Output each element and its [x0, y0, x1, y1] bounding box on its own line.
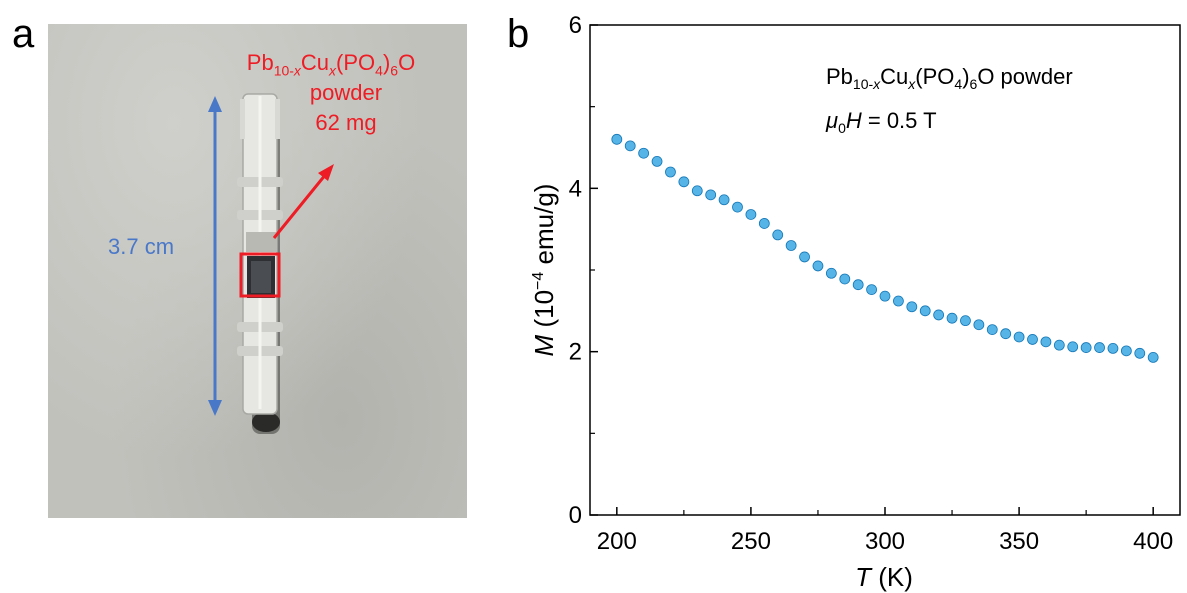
- x-tick-label: 200: [597, 528, 637, 555]
- panel-b-label: b: [507, 12, 530, 56]
- data-point: [638, 147, 650, 159]
- x-tick-label: 400: [1133, 528, 1173, 555]
- sample-photo: Pb10-xCux(PO4)6O powder 62 mg 3.7 cm: [48, 24, 467, 518]
- data-point: [1000, 328, 1012, 340]
- y-tick-label: 6: [569, 12, 582, 39]
- y-tick-label: 2: [569, 339, 582, 366]
- data-point: [1027, 334, 1038, 345]
- data-point: [812, 260, 824, 272]
- data-point: [1080, 342, 1092, 353]
- data-point: [1094, 342, 1105, 353]
- data-point: [732, 201, 743, 213]
- data-point: [1053, 339, 1065, 351]
- y-axis-ticks: 0 2 4 6: [569, 12, 598, 529]
- data-point: [678, 176, 690, 188]
- data-point: [651, 155, 663, 167]
- data-point: [799, 251, 810, 263]
- data-point: [718, 194, 730, 206]
- data-point: [1013, 331, 1025, 343]
- data-point: [705, 189, 717, 201]
- plot-border: [589, 24, 1181, 516]
- data-series: [611, 133, 1159, 363]
- data-point: [893, 295, 904, 307]
- data-point: [1147, 351, 1159, 363]
- x-tick-label: 350: [999, 528, 1039, 555]
- data-point: [758, 218, 770, 229]
- data-point: [960, 315, 971, 327]
- data-point: [879, 290, 891, 302]
- data-point: [839, 273, 851, 285]
- data-point: [1134, 347, 1146, 359]
- data-point: [946, 312, 958, 324]
- plot-frame: [589, 24, 1181, 516]
- data-point: [1040, 336, 1052, 348]
- data-point: [825, 267, 837, 279]
- data-point: [919, 305, 931, 317]
- data-point: [665, 166, 676, 178]
- data-point: [866, 284, 877, 296]
- x-axis-title: T (K): [855, 562, 913, 592]
- chart-annotation-field: μ0H = 0.5 T: [825, 108, 937, 136]
- x-tick-label: 250: [731, 528, 771, 555]
- data-point: [772, 229, 784, 241]
- sample-annotation: Pb10-xCux(PO4)6O powder 62 mg: [226, 48, 466, 138]
- sample-formula: Pb10-xCux(PO4)6O: [246, 50, 416, 79]
- x-axis-ticks: 200 250 300 350 400: [597, 507, 1173, 555]
- data-point: [745, 209, 757, 220]
- data-point: [1107, 342, 1119, 354]
- data-point: [933, 309, 945, 321]
- y-tick-label: 4: [569, 175, 582, 202]
- chart-annotation-formula: Pb10-xCux(PO4)6O powder: [826, 64, 1073, 92]
- data-point: [906, 301, 918, 313]
- data-point: [1067, 341, 1079, 353]
- data-point: [852, 279, 864, 291]
- data-point: [624, 140, 636, 152]
- sample-form: powder: [309, 80, 383, 105]
- data-point: [611, 133, 623, 145]
- x-tick-label: 300: [865, 528, 905, 555]
- data-point: [1120, 345, 1132, 357]
- panel-a-label: a: [12, 12, 35, 56]
- data-point: [785, 240, 797, 251]
- length-label: 3.7 cm: [108, 234, 175, 259]
- data-point: [691, 185, 703, 197]
- data-point: [973, 319, 985, 331]
- sample-holder-illustration: [208, 93, 334, 434]
- data-point: [986, 324, 998, 336]
- y-tick-label: 0: [569, 502, 582, 529]
- sample-mass: 62 mg: [315, 110, 377, 135]
- y-axis-title: M (10−4 emu/g): [529, 184, 559, 357]
